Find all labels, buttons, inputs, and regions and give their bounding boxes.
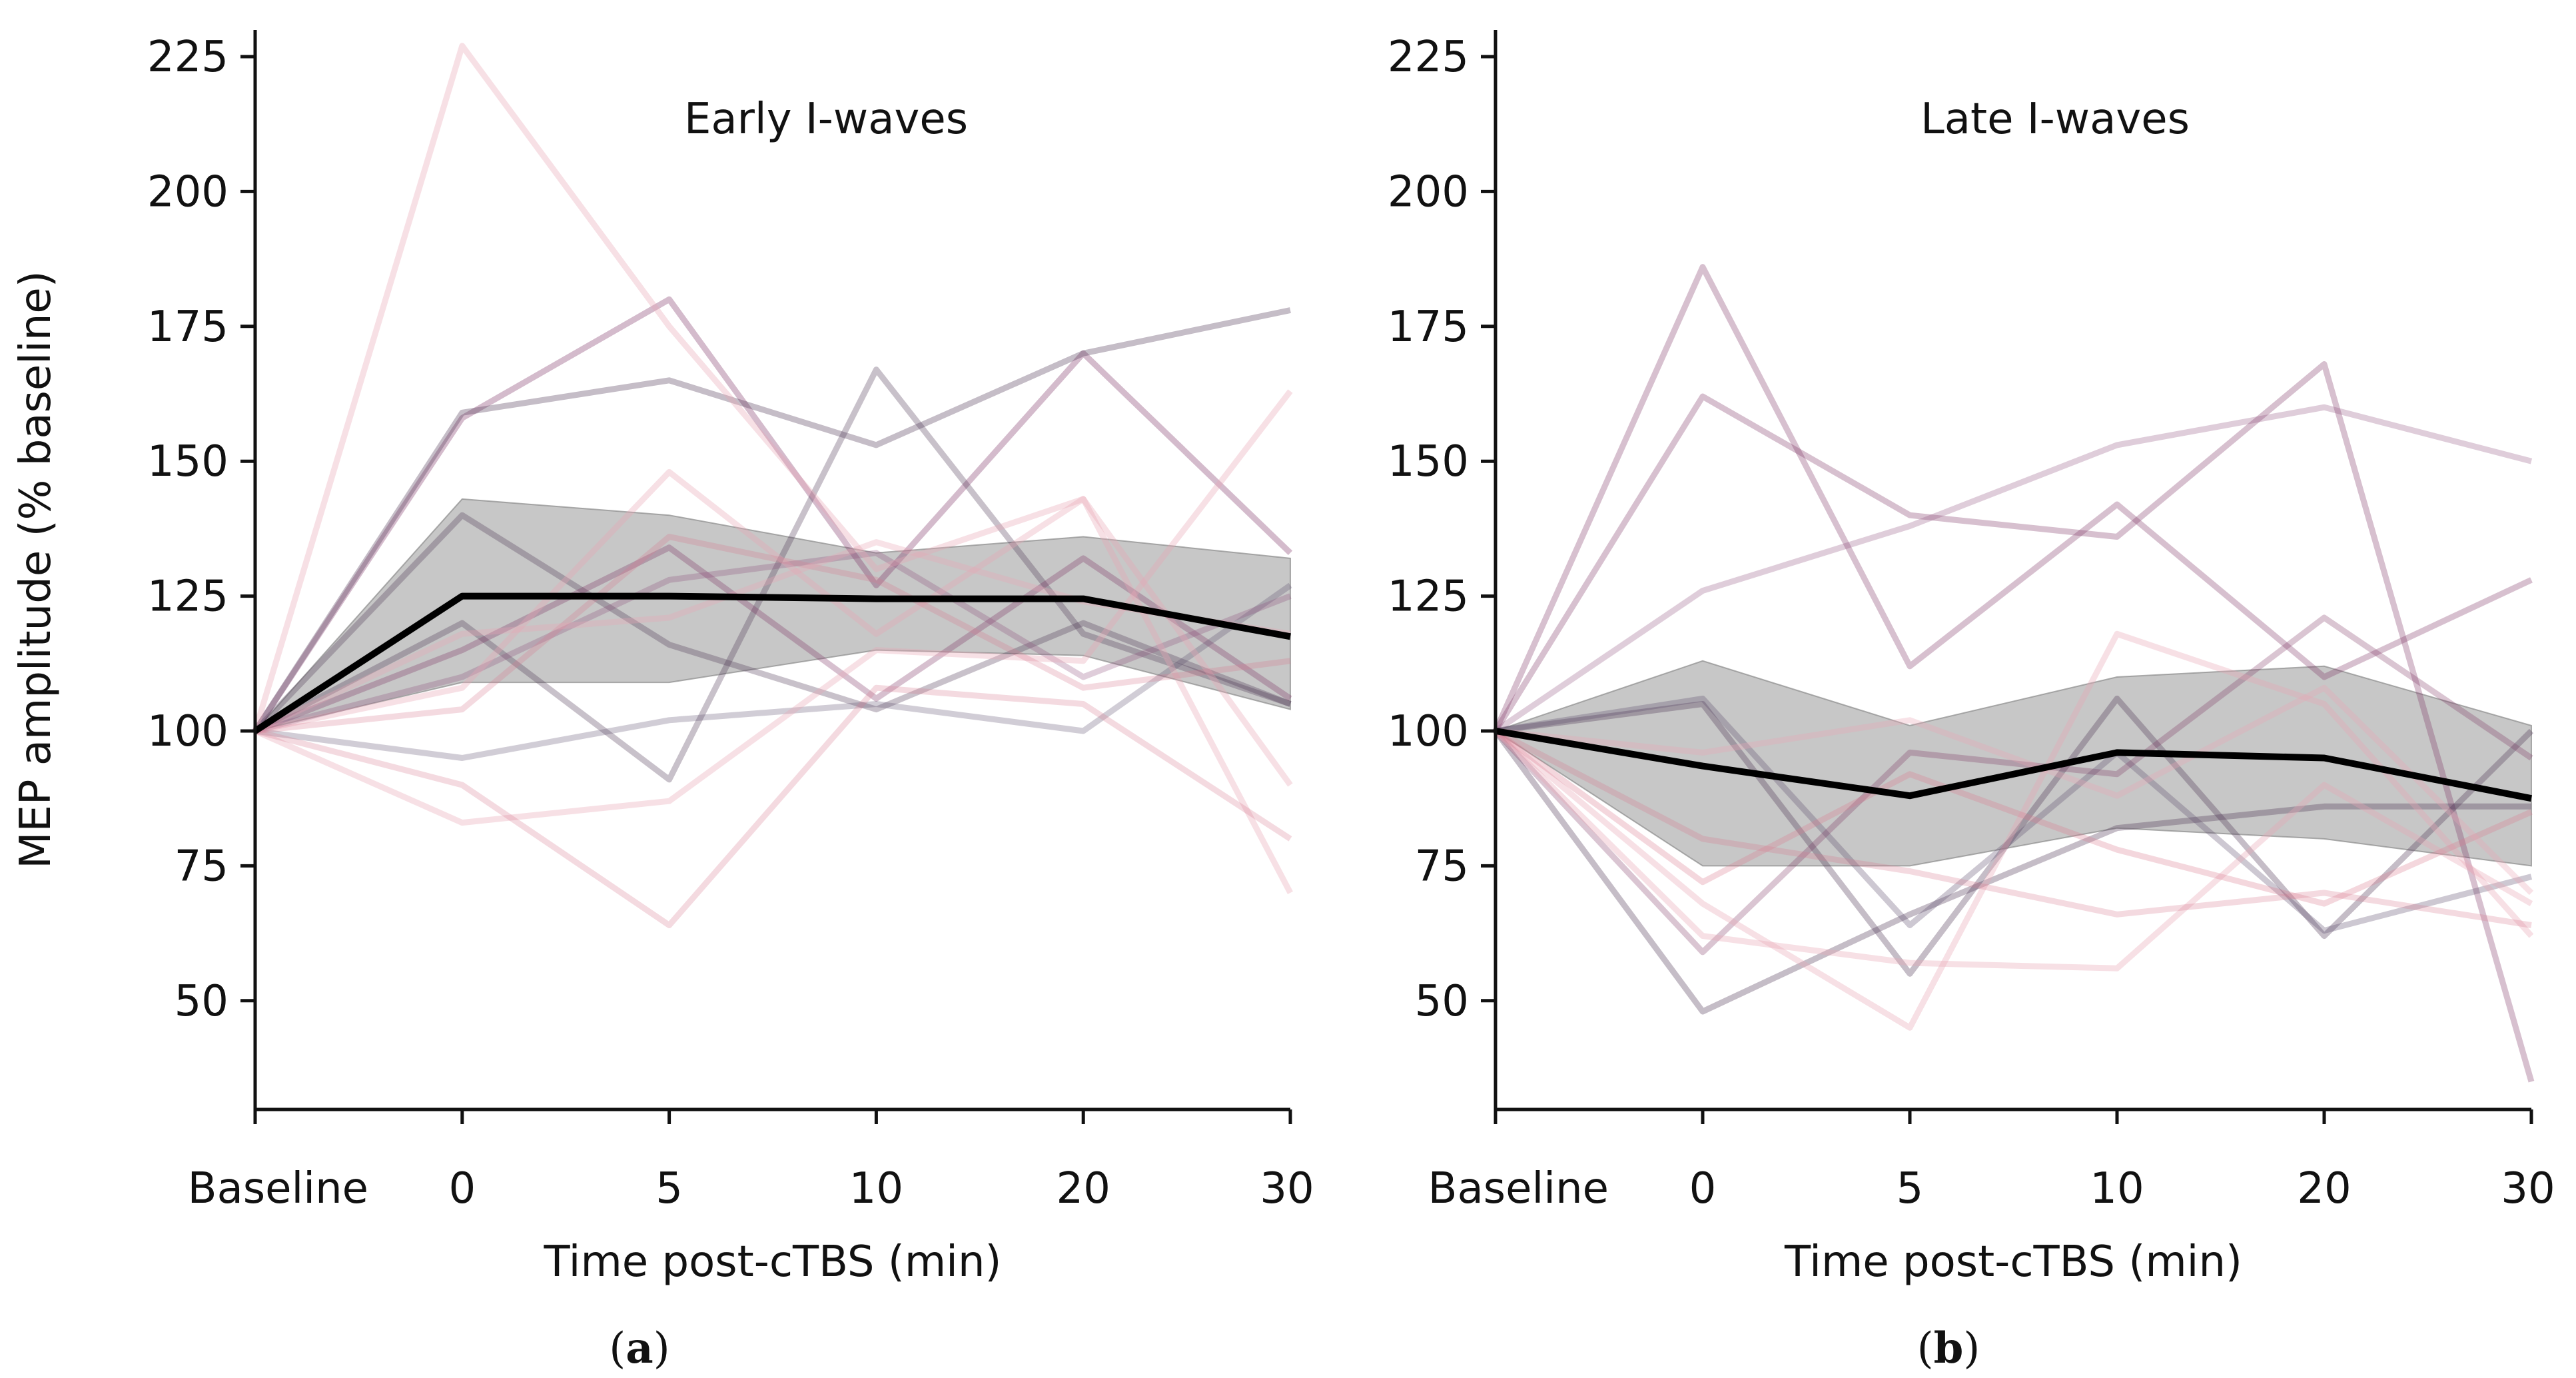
panel-late-i-waves: 50 75 100 125 150 175 200 225 Baseline 0 5 10 20 30 Ti… <box>1388 30 2555 1373</box>
y-tick-label: 200 <box>1388 167 1469 217</box>
subject-line-4 <box>1495 695 2534 977</box>
subject-line-7 <box>1493 614 2533 956</box>
subject-line-5 <box>254 544 1292 734</box>
subject-line-3 <box>1494 404 2533 734</box>
x-tick-label: 20 <box>1056 1164 1110 1213</box>
subject-line-12 <box>1494 728 2532 928</box>
x-tick-label: Baseline <box>1428 1164 1609 1213</box>
x-tick-label: 0 <box>1689 1164 1717 1213</box>
subject-line-3 <box>252 512 1292 734</box>
y-axis-label: MEP amplitude (% baseline) <box>11 271 61 869</box>
y-tick-label: 175 <box>147 303 228 352</box>
panel-caption: (a) <box>609 1323 669 1373</box>
y-tick-label: 50 <box>1415 977 1469 1026</box>
subject-line-6 <box>1495 695 2533 934</box>
x-tick-label: 0 <box>448 1164 476 1213</box>
subject-line-1 <box>252 296 1293 733</box>
x-tick-label: Baseline <box>188 1164 368 1213</box>
panel-title: Early I-waves <box>684 95 968 144</box>
panel-caption: (b) <box>1917 1323 1980 1373</box>
x-tick-label: 30 <box>1260 1164 1314 1213</box>
subject-line-9 <box>1493 728 2533 972</box>
subject-line-2 <box>252 307 1291 733</box>
subject-line-10 <box>1494 728 2533 907</box>
panel-title: Late I-waves <box>1921 95 2190 144</box>
y-tick-label: 125 <box>1388 572 1469 622</box>
panel-early-i-waves: 50 75 100 125 150 175 200 225 Baseline 0 5 10 20 30 Ti… <box>147 30 1314 1373</box>
mean-line <box>253 592 1291 734</box>
x-tick-label: 30 <box>2501 1164 2555 1213</box>
y-tick-label: 75 <box>1415 842 1469 891</box>
subject-line-10 <box>254 389 1293 826</box>
y-tick-label: 100 <box>147 707 228 756</box>
y-tick-label: 200 <box>147 167 228 217</box>
subject-line-8 <box>252 43 1293 894</box>
y-tick-label: 50 <box>175 977 228 1026</box>
y-tick-label: 75 <box>175 842 228 891</box>
x-tick-label: 10 <box>849 1164 903 1213</box>
subject-line-11 <box>254 684 1292 928</box>
x-tick-label: 10 <box>2090 1164 2144 1213</box>
y-tick-label: 225 <box>147 33 228 82</box>
subject-line-2 <box>1493 361 2535 1083</box>
x-tick-label: 20 <box>2297 1164 2351 1213</box>
subject-line-8 <box>1494 630 2534 1031</box>
subject-line-6 <box>254 582 1292 761</box>
subject-line-4 <box>253 366 1292 783</box>
x-tick-label: 5 <box>1897 1164 1924 1213</box>
subject-line-12 <box>254 534 1291 734</box>
subject-line-7 <box>254 550 1292 734</box>
y-tick-label: 100 <box>1388 707 1469 756</box>
subject-line-11 <box>1495 684 2534 896</box>
subject-line-1 <box>1492 264 2533 732</box>
x-tick-label: 5 <box>655 1164 683 1213</box>
y-tick-label: 150 <box>147 437 228 486</box>
y-tick-label: 225 <box>1388 33 1469 82</box>
x-axis-label: Time post-cTBS (min) <box>1784 1237 2242 1287</box>
x-axis-label: Time post-cTBS (min) <box>544 1237 1002 1287</box>
subject-line-9 <box>254 468 1293 787</box>
mean-line <box>1495 728 2532 802</box>
y-tick-label: 175 <box>1388 303 1469 352</box>
y-tick-label: 125 <box>147 572 228 622</box>
subject-line-5 <box>1493 729 2531 1015</box>
y-tick-label: 150 <box>1388 437 1469 486</box>
